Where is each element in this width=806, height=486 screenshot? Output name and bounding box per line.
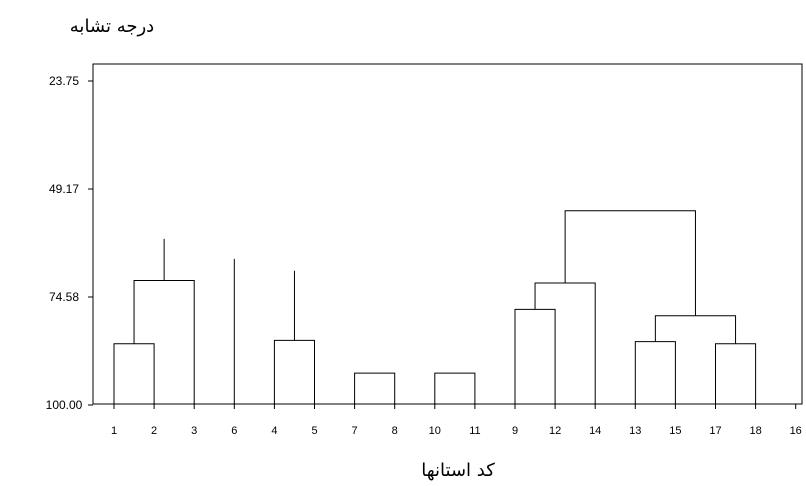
leaf-label: 1 <box>111 425 117 437</box>
y-tick-label: 100.00 <box>46 398 83 412</box>
dendrogram-link <box>514 308 556 405</box>
leaf-label: 6 <box>231 425 237 437</box>
y-axis-title: درجه تشابه <box>70 16 154 37</box>
dendrogram-link <box>534 282 596 405</box>
dendrogram-link <box>634 341 676 405</box>
dendrogram-link <box>434 372 476 405</box>
dendrogram-link <box>564 210 696 316</box>
dendrogram-link <box>273 339 315 405</box>
leaf-label: 13 <box>629 425 641 437</box>
dendrogram-link <box>715 343 757 405</box>
y-tick-label: 49.17 <box>49 182 79 196</box>
y-tick-label: 23.75 <box>49 74 79 88</box>
leaf-label: 10 <box>429 425 441 437</box>
leaf-label: 2 <box>151 425 157 437</box>
leaf-label: 16 <box>790 425 802 437</box>
leaf-label: 17 <box>709 425 721 437</box>
dendrogram-links <box>113 210 757 405</box>
leaf-label: 15 <box>669 425 681 437</box>
leaf-label: 18 <box>749 425 761 437</box>
leaf-label: 7 <box>352 425 358 437</box>
leaf-label: 11 <box>469 425 480 437</box>
y-tick-label: 74.58 <box>49 290 79 304</box>
leaf-labels: 1 2 3 6 4 5 7 8 10 11 9 12 14 13 15 17 18 16 <box>111 404 802 437</box>
leaf-label: 3 <box>191 425 197 437</box>
leaf-label: 5 <box>311 425 317 437</box>
dendrogram-link <box>654 315 737 344</box>
plot-frame <box>92 63 803 405</box>
dendrogram-link <box>113 343 155 405</box>
dendrogram-link <box>354 372 396 405</box>
leaf-label: 4 <box>271 425 277 437</box>
y-axis: 23.75 49.17 74.58 100.00 <box>46 74 93 412</box>
leaf-label: 9 <box>512 425 518 437</box>
dendrogram-link <box>133 279 195 405</box>
leaf-label: 14 <box>589 425 601 437</box>
leaf-label: 8 <box>392 425 398 437</box>
leaf-label: 12 <box>549 425 561 437</box>
x-axis-title: کد استانها <box>421 460 495 481</box>
